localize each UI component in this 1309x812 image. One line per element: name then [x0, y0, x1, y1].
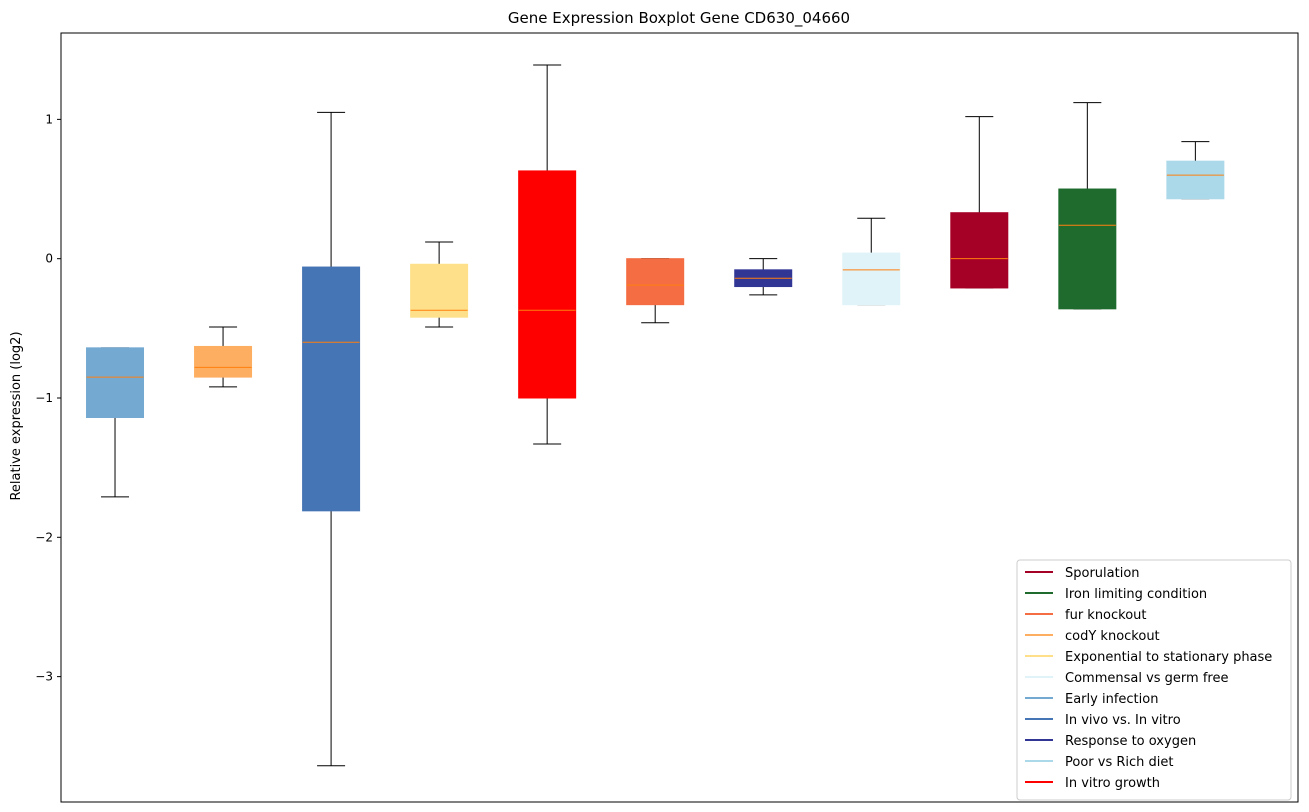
- legend-label: Early infection: [1065, 692, 1158, 707]
- legend-frame: [1016, 559, 1292, 801]
- box-body: [1058, 188, 1117, 310]
- box-body: [410, 263, 469, 318]
- box-commensal-vs-germ-free: [842, 217, 901, 306]
- legend-item-early-infection: Early infection: [1025, 692, 1158, 707]
- y-tick-label: 0: [45, 252, 53, 266]
- legend-label: Response to oxygen: [1065, 734, 1196, 749]
- legend-item-in-vivo-vs-in-vitro: In vivo vs. In vitro: [1025, 713, 1181, 728]
- legend-label: Sporulation: [1065, 566, 1140, 581]
- legend-label: In vitro growth: [1065, 776, 1160, 791]
- box-exponential-to-stationary-phase: [410, 241, 469, 328]
- y-tick-label: −2: [35, 530, 53, 544]
- legend-item-cody-knockout: codY knockout: [1025, 629, 1160, 644]
- plot-frame: [60, 32, 1299, 803]
- legend-item-sporulation: Sporulation: [1025, 566, 1140, 581]
- plot-area: [86, 64, 1225, 767]
- box-response-to-oxygen: [734, 258, 793, 296]
- y-tick-label: −1: [35, 391, 53, 405]
- box-in-vivo-vs-in-vitro: [302, 111, 361, 767]
- y-tick-label: 1: [45, 112, 53, 126]
- box-early-infection: [86, 347, 145, 498]
- box-iron-limiting-condition: [1058, 102, 1117, 310]
- legend-label: Iron limiting condition: [1065, 587, 1207, 602]
- box-poor-vs-rich-diet: [1166, 141, 1225, 200]
- box-fur-knockout: [626, 258, 685, 324]
- legend-item-poor-vs-rich-diet: Poor vs Rich diet: [1025, 755, 1173, 770]
- legend-label: Poor vs Rich diet: [1065, 755, 1173, 770]
- box-in-vitro-growth: [518, 64, 577, 445]
- y-axis-label: Relative expression (log2): [9, 331, 24, 500]
- box-body: [194, 345, 253, 378]
- legend-label: In vivo vs. In vitro: [1065, 713, 1181, 728]
- box-body: [950, 212, 1009, 289]
- legend-label: fur knockout: [1065, 608, 1147, 623]
- legend-label: Commensal vs germ free: [1065, 671, 1228, 686]
- box-body: [86, 347, 145, 419]
- y-tick-label: −3: [35, 670, 53, 684]
- box-body: [842, 252, 901, 306]
- chart-title: Gene Expression Boxplot Gene CD630_04660: [508, 9, 850, 28]
- legend-item-in-vitro-growth: In vitro growth: [1025, 776, 1160, 791]
- legend-item-exponential-to-stationary-phase: Exponential to stationary phase: [1025, 650, 1272, 665]
- box-body: [518, 170, 577, 399]
- legend-label: Exponential to stationary phase: [1065, 650, 1272, 665]
- legend-item-response-to-oxygen: Response to oxygen: [1025, 734, 1196, 749]
- box-body: [626, 258, 685, 306]
- box-body: [1166, 160, 1225, 200]
- box-cody-knockout: [194, 326, 253, 388]
- legend-item-commensal-vs-germ-free: Commensal vs germ free: [1025, 671, 1228, 686]
- legend: Sporulation Iron limiting condition fur kn…: [1016, 559, 1292, 801]
- legend-label: codY knockout: [1065, 629, 1160, 644]
- y-axis: 1 0 −1 −2 −3: [35, 32, 1299, 803]
- legend-item-fur-knockout: fur knockout: [1025, 608, 1147, 623]
- box-sporulation: [950, 116, 1009, 289]
- legend-item-iron-limiting-condition: Iron limiting condition: [1025, 587, 1207, 602]
- box-body: [302, 266, 361, 512]
